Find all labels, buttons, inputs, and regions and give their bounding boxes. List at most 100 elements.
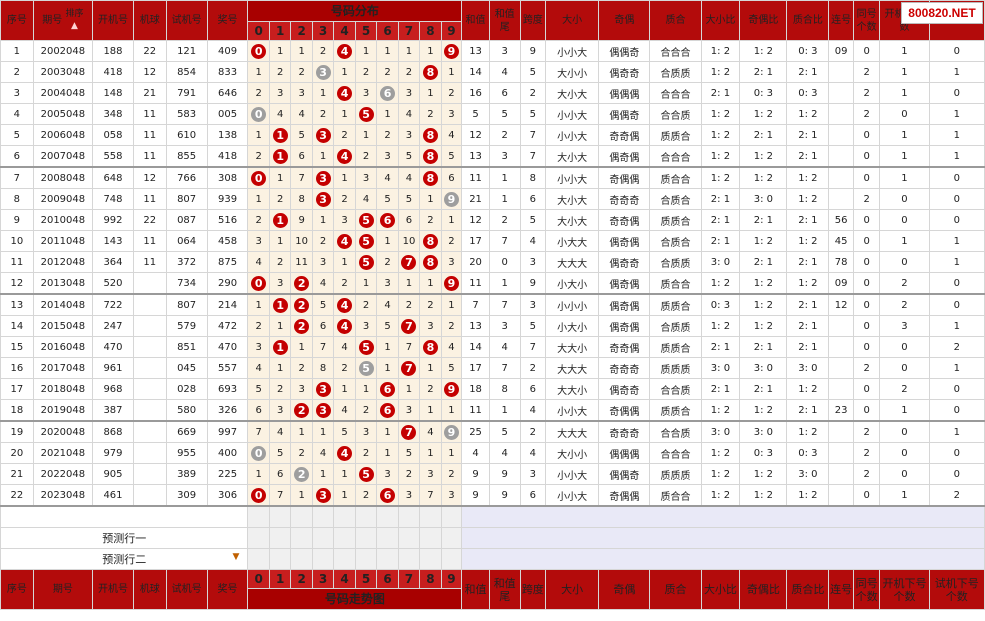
cell-dx: 小大大 [545, 230, 600, 252]
predict-zone-cell[interactable] [268, 505, 292, 528]
table-row: 14 2015048 247 579 472 2 1 2 6 4 3 5 7 3 2 13 3 5 小大小 偶奇偶 合质… [0, 315, 985, 337]
predict-zone-cell[interactable] [354, 505, 378, 528]
zone-cell-4: 5 [333, 420, 356, 443]
predict-zone-cell[interactable] [376, 548, 399, 570]
zone-cell-2: 2 [290, 442, 313, 464]
hit-ball: 1 [272, 127, 288, 143]
hit-ball: 8 [422, 148, 438, 164]
predict-zone-cell[interactable] [333, 548, 356, 570]
predict-zone-cell[interactable] [419, 527, 442, 549]
predict-zone-cell[interactable] [247, 505, 270, 528]
digit-header-8: 8 [419, 21, 442, 41]
table-row: 22 2023048 461 309 306 0 7 1 3 1 2 6 3 7 3 9 9 6 小小大 奇偶偶 质合合… [0, 484, 985, 507]
cell-hz: 13 [461, 40, 490, 62]
miss-count: 1 [276, 320, 284, 332]
predict-label: 预测行一 [102, 532, 147, 545]
cell-jh: 225 [206, 463, 249, 485]
table-row: 18 2019048 387 580 326 6 3 2 3 4 2 6 3 1 1 11 1 4 小小大 奇偶偶 质质… [0, 399, 985, 422]
col-period-header[interactable]: 期号 排序 ▲ [32, 0, 94, 41]
predict-zone-cell[interactable] [311, 505, 335, 528]
predict-zone-cell[interactable] [440, 527, 463, 549]
cell-dx: 小小大 [545, 484, 600, 507]
cell-lh [828, 315, 854, 337]
zone-cell-7: 3 [397, 124, 421, 146]
zone-cell-9: 9 [440, 420, 463, 443]
predict-zone-cell[interactable] [419, 505, 442, 528]
zone-cell-8: 8 [419, 251, 442, 273]
predict-zone-cell[interactable] [440, 548, 463, 570]
cell-jh: 409 [206, 40, 249, 62]
predict-zone-cell[interactable] [333, 527, 356, 549]
miss-count: 1 [341, 66, 348, 78]
predict-zone-cell[interactable] [354, 527, 378, 549]
down-arrow-icon[interactable]: ▼ [232, 552, 240, 562]
zone-cell-3: 2 [311, 40, 335, 62]
cell-zh: 合质合 [649, 188, 702, 210]
sort-control[interactable]: 排序 ▲ [65, 9, 83, 33]
zone-cell-5: 3 [354, 420, 378, 443]
predict-zone-cell[interactable] [268, 527, 292, 549]
zone-cell-2: 8 [290, 188, 313, 210]
cell-kd: 7 [519, 124, 547, 146]
miss-count: 1 [255, 468, 262, 480]
predict-zone-cell[interactable] [376, 505, 399, 528]
predict-zone-cell[interactable] [290, 527, 313, 549]
miss-count: 2 [362, 447, 370, 459]
zone-cell-5: 5 [354, 336, 378, 358]
predict-zone-cell[interactable] [290, 505, 313, 528]
cell-jh: 693 [206, 378, 249, 400]
zone-cell-8: 8 [419, 61, 442, 83]
cell-sj: 579 [165, 315, 208, 337]
zone-cell-2: 3 [290, 82, 313, 104]
hit-ball: 5 [358, 466, 374, 482]
zone-cell-2: 1 [290, 484, 313, 507]
miss-count: 5 [384, 193, 391, 205]
predict-zone-cell[interactable] [311, 548, 335, 570]
predict-zone-cell[interactable] [397, 548, 421, 570]
zone-cell-9: 9 [440, 272, 463, 295]
zone-cell-2: 2 [290, 357, 313, 379]
predict-label-cell[interactable]: 预测行二 ▼ [0, 548, 249, 570]
miss-count: 2 [298, 447, 305, 459]
miss-count: 9 [298, 214, 305, 226]
miss-count: 2 [384, 66, 391, 78]
cell-lh: 78 [828, 251, 854, 273]
col-seq-header: 序号 [0, 0, 34, 41]
cell-thgs: 0 [852, 378, 881, 400]
zone-cell-4: 2 [333, 124, 356, 146]
predict-zone-cell[interactable] [397, 527, 421, 549]
hit-ball: 8 [422, 170, 438, 186]
zone-cell-3: 3 [311, 166, 335, 189]
predict-zone-cell[interactable] [354, 548, 378, 570]
predict-zone-cell[interactable] [247, 548, 270, 570]
zone-cell-3: 1 [311, 82, 335, 104]
cell-lh [828, 463, 854, 485]
cell-job: 1: 2 [739, 399, 788, 422]
col-kd-header: 跨度 [519, 0, 547, 41]
zone-cell-8: 2 [419, 103, 442, 125]
predict-zone-cell[interactable] [440, 505, 463, 528]
zone-cell-2: 2 [290, 61, 313, 83]
predict-zone-cell[interactable] [290, 548, 313, 570]
predict-zone-cell[interactable] [247, 527, 270, 549]
predict-zone-cell[interactable] [397, 505, 421, 528]
predict-zone-cell[interactable] [419, 548, 442, 570]
predict-zone-cell[interactable] [333, 505, 356, 528]
table-row: 20 2021048 979 955 400 0 5 2 4 4 2 1 5 1 1 4 4 4 大小小 偶偶偶 合合合… [0, 442, 985, 464]
zone-cell-9: 3 [440, 103, 463, 125]
predict-label-cell[interactable]: 预测行一 [0, 527, 249, 549]
miss-count: 1 [405, 383, 413, 395]
predict-zone-cell[interactable] [268, 548, 292, 570]
zone-cell-8: 1 [419, 272, 442, 295]
miss-count: 7 [276, 489, 284, 501]
cell-thgs: 2 [852, 463, 881, 485]
cell-sj: 309 [165, 484, 208, 507]
predict-zone-cell[interactable] [311, 527, 335, 549]
hit-ball: 0 [251, 275, 267, 291]
predict-zone-cell[interactable] [376, 527, 399, 549]
cell-lh [828, 442, 854, 464]
cell-kjx: 0 [879, 442, 930, 464]
zone-cell-4: 1 [333, 61, 356, 83]
zone-cell-4: 4 [333, 315, 356, 337]
repeat-ball: 9 [443, 424, 459, 440]
